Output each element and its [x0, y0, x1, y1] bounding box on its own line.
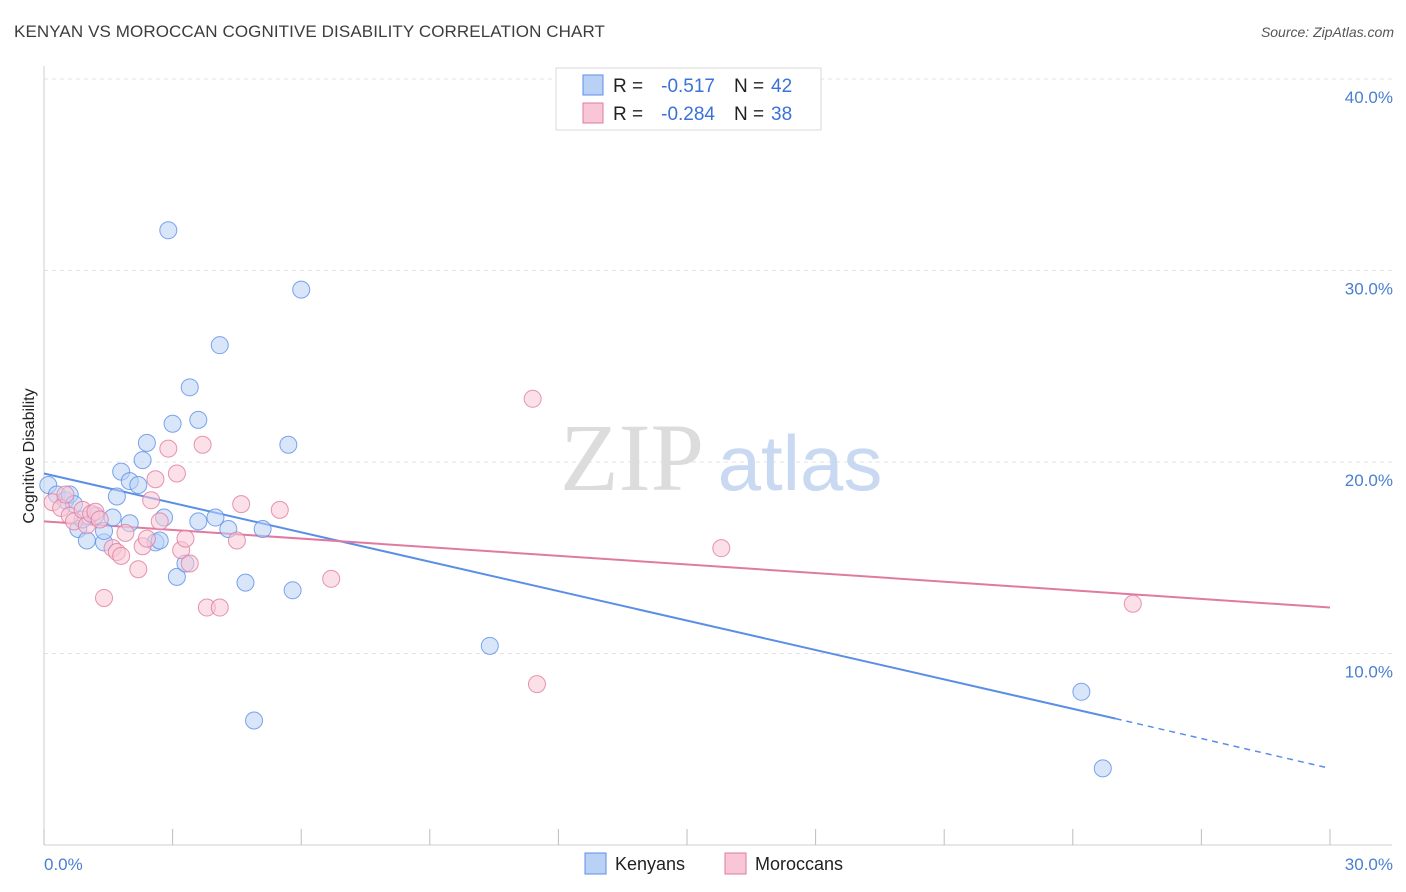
- point-kenyans: [279, 435, 298, 454]
- legend-n-label: N =: [734, 104, 764, 125]
- point-moroccans: [129, 560, 148, 579]
- point-kenyans: [107, 487, 126, 506]
- legend-r-label: R =: [613, 76, 643, 97]
- point-kenyans: [206, 508, 225, 527]
- y-axis-label: Cognitive Disability: [21, 388, 38, 523]
- point-moroccans: [523, 389, 542, 408]
- legend-label-moroccans: Moroccans: [755, 854, 843, 874]
- point-moroccans: [95, 588, 114, 607]
- point-kenyans: [180, 378, 199, 397]
- y-tick-labels: 10.0% 20.0% 30.0% 40.0%: [1345, 88, 1393, 682]
- point-moroccans: [159, 439, 178, 458]
- point-kenyans: [253, 520, 272, 539]
- legend-swatch-moroccans: [724, 852, 747, 875]
- point-moroccans: [137, 529, 156, 548]
- legend-swatch: [582, 102, 604, 124]
- point-kenyans: [480, 636, 499, 655]
- watermark-zip: ZIP: [560, 404, 704, 511]
- point-moroccans: [150, 512, 169, 531]
- trend-lines: [43, 472, 1331, 770]
- point-moroccans: [146, 470, 165, 489]
- point-kenyans: [163, 414, 182, 433]
- point-moroccans: [176, 529, 195, 548]
- y-tick-label: 10.0%: [1345, 663, 1393, 682]
- point-moroccans: [527, 675, 546, 694]
- point-moroccans: [270, 500, 289, 519]
- point-kenyans: [137, 433, 156, 452]
- point-kenyans: [283, 581, 302, 600]
- point-kenyans: [210, 336, 229, 355]
- legend-swatch-kenyans: [584, 852, 607, 875]
- point-kenyans: [129, 475, 148, 494]
- legend-label-kenyans: Kenyans: [615, 854, 685, 874]
- point-kenyans: [292, 280, 311, 299]
- point-kenyans: [1093, 759, 1112, 778]
- point-moroccans: [180, 554, 199, 573]
- grid-lines: [44, 78, 1392, 654]
- point-moroccans: [90, 510, 109, 529]
- watermark-atlas: atlas: [718, 419, 883, 507]
- point-kenyans: [133, 451, 152, 470]
- point-moroccans: [232, 495, 251, 514]
- legend-n-value: 38: [771, 104, 792, 125]
- legend-n-value: 42: [771, 76, 792, 97]
- series-legend: Kenyans Moroccans: [584, 852, 843, 875]
- point-moroccans: [322, 569, 341, 588]
- point-moroccans: [210, 598, 229, 617]
- trend-line-extension-kenyans: [1115, 717, 1331, 770]
- point-kenyans: [159, 221, 178, 240]
- point-kenyans: [167, 567, 186, 586]
- legend-r-value: -0.284: [661, 104, 715, 125]
- y-tick-label: 40.0%: [1345, 88, 1393, 107]
- point-moroccans: [56, 485, 75, 504]
- x-tick-label: 30.0%: [1345, 855, 1393, 874]
- legend-swatch: [582, 74, 604, 96]
- point-moroccans: [227, 531, 246, 550]
- x-tick-label: 0.0%: [44, 855, 83, 874]
- point-moroccans: [142, 491, 161, 510]
- source-credit: Source: ZipAtlas.com: [1260, 24, 1394, 40]
- legend-r-value: -0.517: [661, 76, 715, 97]
- point-kenyans: [1072, 682, 1091, 701]
- point-moroccans: [112, 546, 131, 565]
- point-kenyans: [77, 531, 96, 550]
- legend-r-label: R =: [613, 104, 643, 125]
- x-tick-labels: 0.0% 30.0%: [44, 855, 1393, 874]
- point-kenyans: [189, 410, 208, 429]
- point-moroccans: [193, 435, 212, 454]
- data-points: [39, 221, 1142, 778]
- y-tick-label: 20.0%: [1345, 471, 1393, 490]
- point-moroccans: [116, 523, 135, 542]
- y-tick-label: 30.0%: [1345, 280, 1393, 299]
- stats-legend: R = -0.517 N = 42 R = -0.284 N = 38: [555, 67, 822, 131]
- legend-n-label: N =: [734, 76, 764, 97]
- axes: [43, 66, 1392, 846]
- point-kenyans: [189, 512, 208, 531]
- point-moroccans: [712, 539, 731, 558]
- point-moroccans: [167, 464, 186, 483]
- point-moroccans: [1123, 594, 1142, 613]
- chart-title: KENYAN VS MOROCCAN COGNITIVE DISABILITY …: [14, 22, 606, 41]
- point-kenyans: [236, 573, 255, 592]
- point-kenyans: [245, 711, 264, 730]
